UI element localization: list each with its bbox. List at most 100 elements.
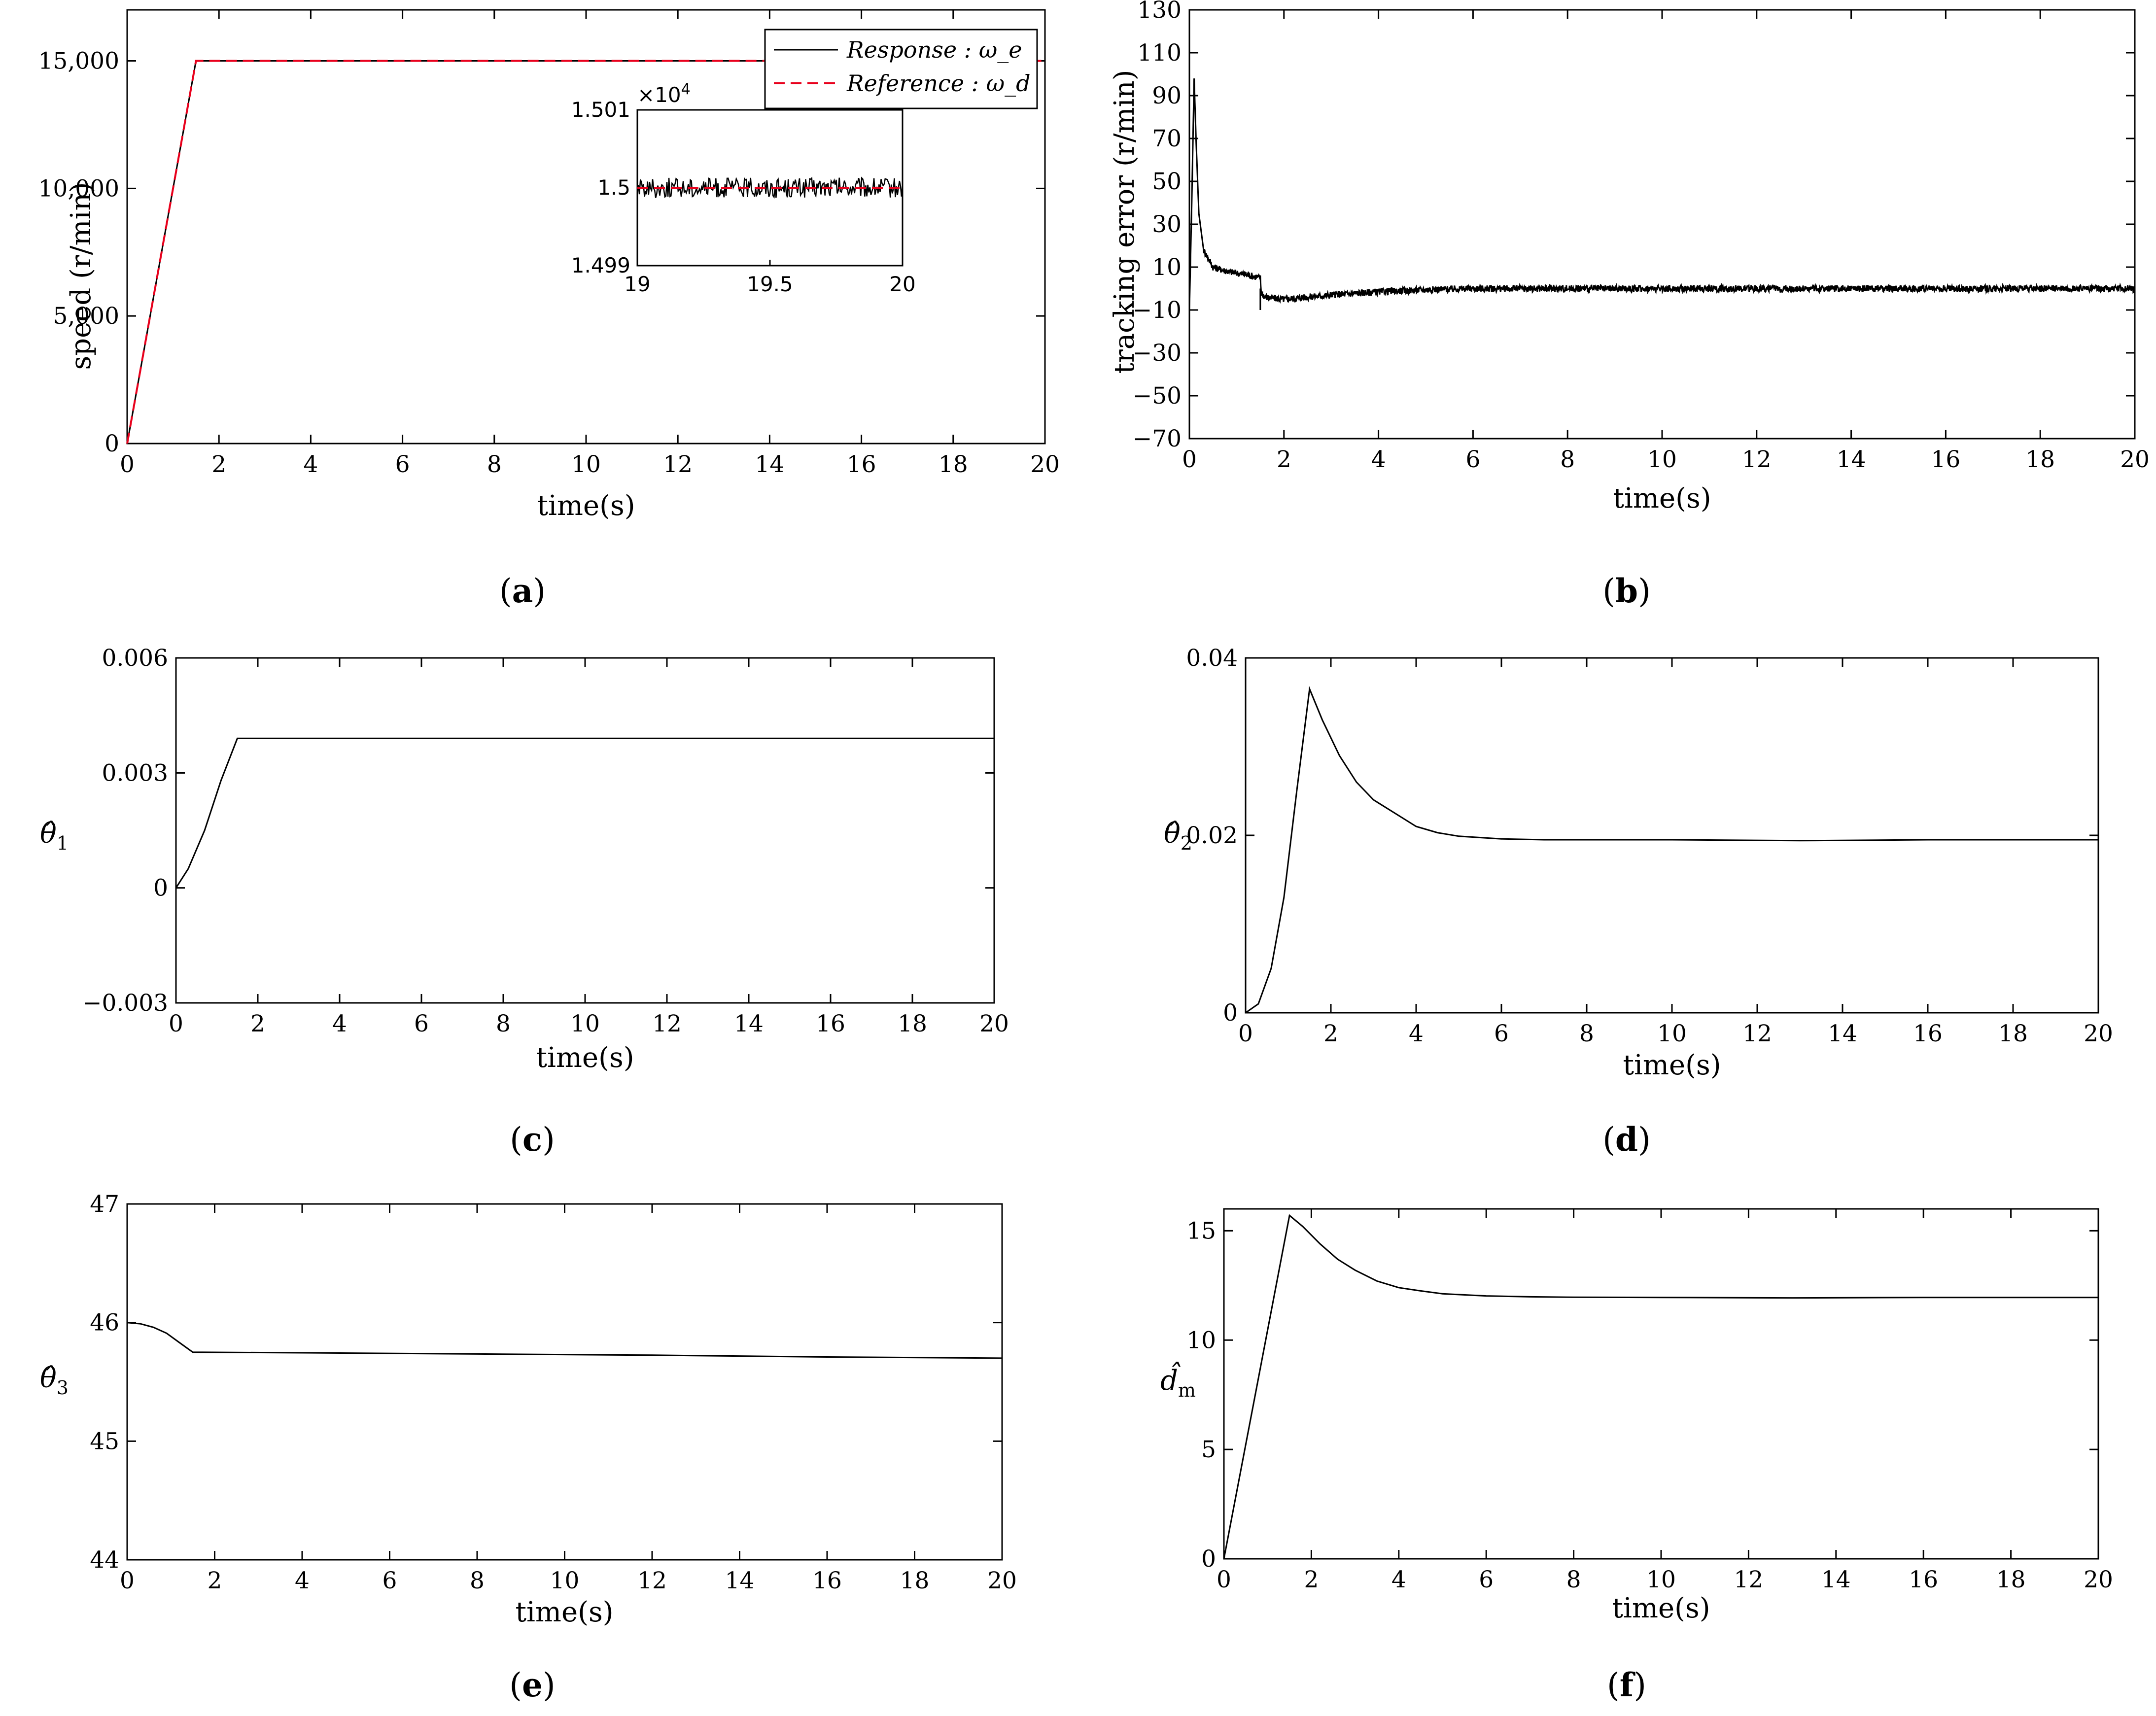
y-tick-label: −70 bbox=[1133, 425, 1182, 452]
panel-f: d̂m time(s) 0 2 4 6 8 10 12 14 16 18 20 0 5 10 15 (f) bbox=[1160, 1208, 2113, 1704]
x-tick-label: 8 bbox=[470, 1567, 485, 1594]
xlabel-c: time(s) bbox=[536, 1042, 634, 1074]
y-tick-label: 5 bbox=[1201, 1436, 1216, 1463]
series-d bbox=[1245, 686, 2098, 1014]
x-tick-label: 12 bbox=[663, 451, 693, 478]
y-tick-label: 90 bbox=[1152, 82, 1182, 109]
series-line bbox=[1188, 78, 2136, 310]
x-tick-label: 20 bbox=[2084, 1566, 2113, 1593]
x-tick-label: 4 bbox=[332, 1010, 347, 1037]
y-tick-label: 44 bbox=[90, 1546, 119, 1574]
x-tick-label: 16 bbox=[1913, 1020, 1943, 1047]
xlabel-a: time(s) bbox=[537, 490, 635, 522]
x-tick-label: 10 bbox=[571, 451, 601, 478]
legend-a: Response : ω_e Reference : ω_d bbox=[764, 29, 1038, 109]
x-tick-label: 16 bbox=[816, 1010, 845, 1037]
x-tick-label: 2 bbox=[1277, 446, 1291, 473]
x-tick-label: 10 bbox=[1647, 446, 1677, 473]
x-tick-label: 12 bbox=[1742, 1020, 1772, 1047]
x-tick-label: 4 bbox=[295, 1567, 310, 1594]
x-tick-label: 18 bbox=[900, 1567, 930, 1594]
ylabel-f: d̂m bbox=[1160, 1361, 1196, 1401]
ticks-a: 0 2 4 6 8 10 12 14 16 18 20 0 5,000 10,000 15,000 bbox=[38, 10, 1060, 478]
x-tick-label: 18 bbox=[1996, 1566, 2026, 1593]
series-b bbox=[1188, 78, 2136, 310]
y-tick-label: 46 bbox=[90, 1309, 119, 1337]
x-tick-label: 16 bbox=[1931, 446, 1960, 473]
x-tick-label: 4 bbox=[1391, 1566, 1406, 1593]
x-tick-label: 4 bbox=[1409, 1020, 1424, 1047]
panel-d: θ̂2 time(s) 0 2 4 6 8 10 12 14 16 18 20 0 0.02 0.04 (… bbox=[1164, 645, 2113, 1159]
y-tick-label: −50 bbox=[1133, 382, 1182, 410]
panel-c: θ̂1 time(s) 0 2 4 6 8 10 12 14 16 18 20−0.00300.00… bbox=[40, 645, 1009, 1159]
series-line bbox=[126, 60, 1045, 444]
x-tick-label: 2 bbox=[1323, 1020, 1338, 1047]
x-tick-label: 2 bbox=[1304, 1566, 1319, 1593]
x-tick-label: 8 bbox=[496, 1010, 511, 1037]
y-tick-label: 10 bbox=[1186, 1327, 1216, 1354]
x-tick-label: 8 bbox=[1560, 446, 1575, 473]
x-tick-label: 12 bbox=[637, 1567, 667, 1594]
caption-f: (f) bbox=[1607, 1666, 1646, 1704]
y-tick-label: 15,000 bbox=[38, 48, 119, 75]
y-tick-label: 10 bbox=[1152, 254, 1182, 281]
inset-a: 19 19.5 20 1.499 1.5 1.501 ×104 bbox=[571, 81, 916, 296]
x-tick-label: 4 bbox=[303, 451, 318, 478]
x-tick-label: 0 bbox=[120, 1567, 135, 1594]
inset-x-tick-label: 19.5 bbox=[747, 272, 793, 296]
x-tick-label: 6 bbox=[383, 1567, 397, 1594]
ylabel-e: θ̂3 bbox=[40, 1362, 69, 1399]
y-tick-label: 0 bbox=[104, 430, 119, 457]
caption-e: (e) bbox=[509, 1666, 556, 1704]
x-tick-label: 10 bbox=[570, 1010, 600, 1037]
x-tick-label: 8 bbox=[1579, 1020, 1594, 1047]
inset-x-tick-label: 20 bbox=[889, 272, 915, 296]
inset-x-tick-label: 19 bbox=[624, 272, 650, 296]
x-tick-label: 0 bbox=[1217, 1566, 1231, 1593]
xlabel-f: time(s) bbox=[1612, 1592, 1710, 1624]
legend-label-reference: Reference : ω_d bbox=[846, 70, 1031, 97]
xlabel-b: time(s) bbox=[1613, 482, 1711, 515]
x-tick-label: 0 bbox=[120, 451, 135, 478]
y-tick-label: −0.003 bbox=[82, 990, 168, 1017]
y-tick-label: 0 bbox=[153, 875, 168, 902]
y-tick-label: 70 bbox=[1152, 125, 1182, 152]
ylabel-c: θ̂1 bbox=[40, 818, 69, 854]
x-tick-label: 14 bbox=[734, 1010, 764, 1037]
x-tick-label: 8 bbox=[487, 451, 502, 478]
x-tick-label: 0 bbox=[1238, 1020, 1253, 1047]
y-tick-label: 110 bbox=[1137, 39, 1182, 67]
y-tick-label: 0 bbox=[1223, 999, 1238, 1027]
y-tick-label: 50 bbox=[1152, 168, 1182, 195]
x-tick-label: 14 bbox=[725, 1567, 755, 1594]
series-line bbox=[1223, 1214, 2098, 1559]
x-tick-label: 6 bbox=[1465, 446, 1480, 473]
x-tick-label: 0 bbox=[169, 1010, 183, 1037]
y-tick-label: 47 bbox=[90, 1191, 119, 1218]
inset-series bbox=[636, 176, 904, 199]
inset-response-line bbox=[636, 176, 904, 199]
x-tick-label: 20 bbox=[1030, 451, 1060, 478]
x-tick-label: 2 bbox=[208, 1567, 222, 1594]
legend-box bbox=[764, 29, 1038, 109]
legend-label-response: Response : ω_e bbox=[846, 36, 1022, 63]
y-tick-label: 15 bbox=[1186, 1217, 1216, 1244]
y-tick-label: 0.003 bbox=[102, 759, 168, 787]
x-tick-label: 8 bbox=[1566, 1566, 1581, 1593]
x-tick-label: 14 bbox=[755, 451, 784, 478]
caption-b: (b) bbox=[1602, 572, 1651, 610]
caption-d: (d) bbox=[1602, 1120, 1651, 1159]
inset-ticks: 19 19.5 20 1.499 1.5 1.501 bbox=[571, 98, 916, 296]
ticks-f: 0 2 4 6 8 10 12 14 16 18 20 0 5 10 15 bbox=[1186, 1209, 2113, 1593]
x-tick-label: 18 bbox=[939, 451, 968, 478]
x-tick-label: 16 bbox=[1909, 1566, 1938, 1593]
x-tick-label: 20 bbox=[2120, 446, 2150, 473]
inset-y-tick-label: 1.5 bbox=[597, 175, 630, 200]
series-a bbox=[126, 60, 1045, 444]
x-tick-label: 14 bbox=[1837, 446, 1866, 473]
y-tick-label: 10,000 bbox=[38, 175, 119, 202]
